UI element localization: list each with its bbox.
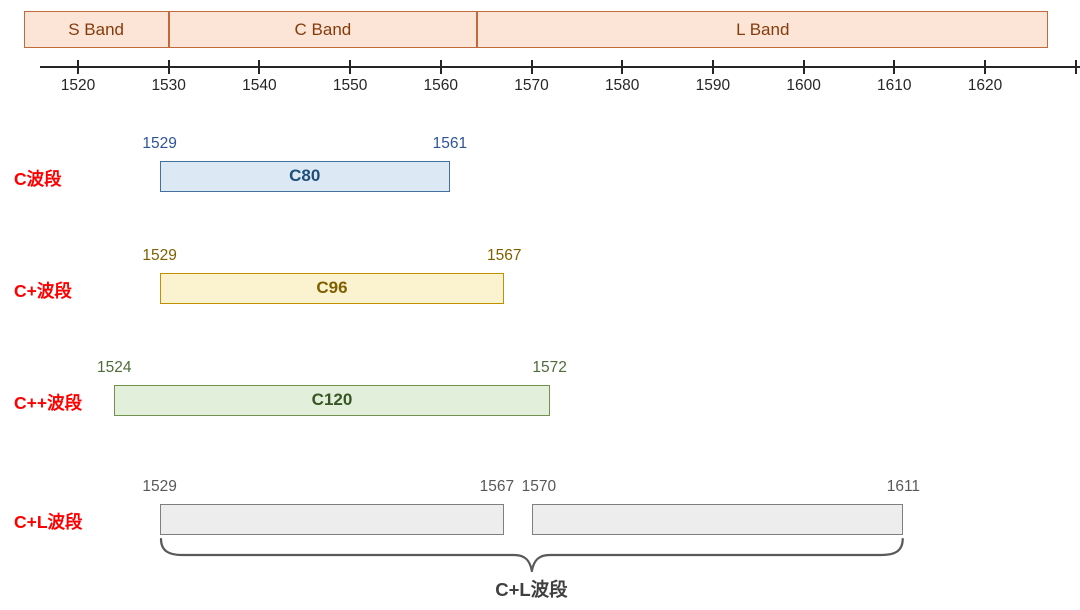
range-endpoint-label: 1611 [886, 478, 921, 495]
range-endpoint-label: 1567 [487, 247, 522, 264]
axis-tick-1600 [802, 60, 805, 74]
axis-tick-label: 1620 [967, 77, 1003, 94]
range-bar [531, 504, 904, 535]
axis-tick-label: 1610 [877, 77, 912, 94]
band-segment-s: S Band [23, 11, 169, 48]
axis-tick-1570 [530, 60, 533, 74]
brace-path [159, 537, 904, 573]
range-endpoint-label: 1570 [521, 478, 557, 495]
row-label: C+波段 [14, 281, 72, 301]
range-endpoint-label: 1524 [97, 359, 132, 376]
axis-tick-label: 1540 [242, 77, 277, 94]
axis-tick-label: 1590 [695, 77, 731, 94]
range-endpoint-label: 1529 [142, 247, 177, 264]
axis-line [40, 66, 1080, 68]
row-label: C波段 [14, 169, 62, 189]
range-bar-c120: C120 [114, 385, 550, 416]
axis-tick-1560 [439, 60, 442, 74]
cl-brace-label: C+L波段 [495, 579, 568, 600]
range-endpoint-label: 1572 [532, 359, 567, 376]
axis-tick-1580 [621, 60, 624, 74]
axis-tick-1540 [258, 60, 261, 74]
cl-brace [159, 537, 904, 573]
row-label: C+L波段 [14, 512, 83, 532]
axis-tick-1590 [711, 60, 714, 74]
range-endpoint-label: 1529 [142, 478, 177, 495]
range-bar-c80: C80 [159, 161, 450, 192]
axis-tick-label: 1520 [60, 77, 96, 94]
axis-tick-1610 [893, 60, 896, 74]
axis-tick-1520 [77, 60, 79, 74]
axis-tick-label: 1580 [604, 77, 640, 94]
range-endpoint-label: 1529 [142, 135, 177, 152]
axis-tick-1630 [1074, 60, 1077, 74]
range-bar [159, 504, 505, 535]
axis-tick-1550 [349, 60, 352, 74]
row-label: C++波段 [14, 393, 83, 413]
axis-tick-label: 1530 [151, 77, 186, 94]
wavelength-band-header: S Band C Band L Band [0, 11, 1080, 48]
axis-tick-1530 [167, 60, 170, 74]
range-bar-c96: C96 [159, 273, 505, 304]
band-segment-l: L Band [477, 11, 1049, 48]
band-segment-c: C Band [168, 11, 478, 48]
range-endpoint-label: 1567 [479, 478, 515, 495]
axis-tick-label: 1600 [786, 77, 821, 94]
range-endpoint-label: 1561 [432, 135, 468, 152]
axis-tick-1620 [984, 60, 986, 74]
axis-tick-label: 1550 [332, 77, 368, 94]
axis-tick-label: 1560 [423, 77, 459, 94]
axis-tick-label: 1570 [514, 77, 549, 94]
